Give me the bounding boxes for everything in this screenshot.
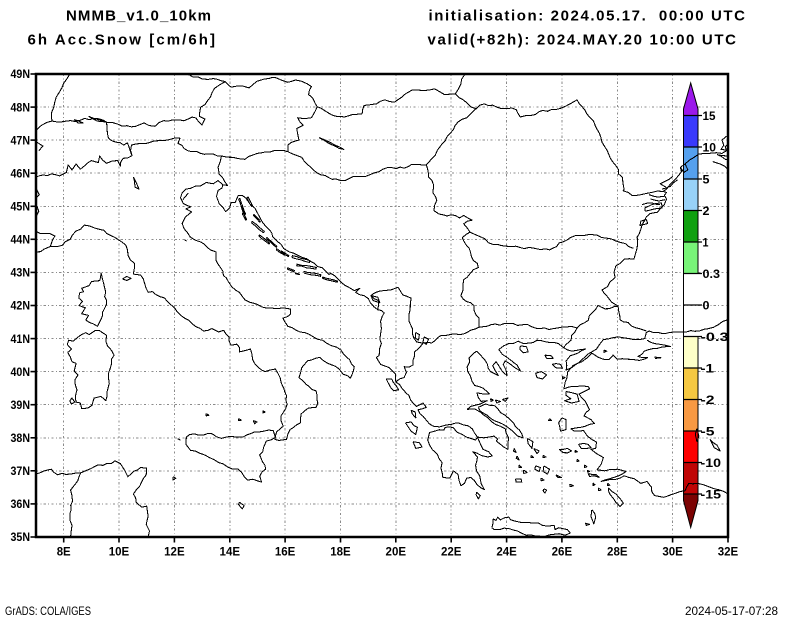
- svg-text:14E: 14E: [220, 545, 241, 559]
- svg-text:42N: 42N: [11, 299, 31, 313]
- svg-text:8E: 8E: [57, 545, 71, 559]
- svg-text:47N: 47N: [11, 133, 31, 147]
- svg-text:-0.3: -0.3: [701, 330, 729, 344]
- svg-text:2: 2: [703, 204, 710, 218]
- svg-text:0: 0: [703, 298, 710, 312]
- svg-text:39N: 39N: [11, 398, 31, 412]
- svg-text:48N: 48N: [11, 100, 31, 114]
- svg-text:36N: 36N: [11, 497, 31, 511]
- svg-text:1: 1: [703, 235, 709, 249]
- svg-text:5: 5: [703, 172, 710, 186]
- svg-text:-15: -15: [701, 487, 722, 501]
- svg-text:45N: 45N: [11, 200, 31, 214]
- svg-text:26E: 26E: [552, 545, 573, 559]
- svg-text:37N: 37N: [11, 464, 31, 478]
- svg-text:30E: 30E: [662, 545, 683, 559]
- svg-text:32E: 32E: [718, 545, 739, 559]
- svg-text:41N: 41N: [11, 332, 31, 346]
- svg-text:initialisation: 2024.05.17. 0: initialisation: 2024.05.17. 00:00 UTC: [429, 8, 746, 25]
- svg-text:GrADS: COLA/IGES: GrADS: COLA/IGES: [5, 606, 91, 618]
- svg-text:18E: 18E: [330, 545, 351, 559]
- svg-text:28E: 28E: [607, 545, 628, 559]
- svg-text:-10: -10: [701, 456, 722, 470]
- svg-text:44N: 44N: [11, 233, 31, 247]
- svg-text:38N: 38N: [11, 431, 31, 445]
- svg-text:49N: 49N: [11, 67, 31, 81]
- svg-text:22E: 22E: [441, 545, 462, 559]
- svg-text:2024-05-17-07:28: 2024-05-17-07:28: [685, 606, 778, 618]
- svg-text:10: 10: [703, 140, 717, 154]
- svg-text:0.3: 0.3: [703, 267, 721, 281]
- svg-text:40N: 40N: [11, 365, 31, 379]
- svg-text:6h Acc.Snow [cm/6h]: 6h Acc.Snow [cm/6h]: [28, 32, 216, 49]
- svg-text:43N: 43N: [11, 266, 31, 280]
- svg-text:24E: 24E: [496, 545, 517, 559]
- svg-text:20E: 20E: [386, 545, 407, 559]
- svg-text:-1: -1: [701, 361, 715, 375]
- svg-text:46N: 46N: [11, 166, 31, 180]
- svg-text:-2: -2: [701, 393, 715, 407]
- svg-text:15: 15: [703, 109, 716, 123]
- svg-text:NMMB_v1.0_10km: NMMB_v1.0_10km: [66, 8, 211, 25]
- svg-text:12E: 12E: [164, 545, 185, 559]
- svg-text:valid(+82h): 2024.MAY.20 10:00: valid(+82h): 2024.MAY.20 10:00 UTC: [428, 32, 737, 49]
- svg-text:16E: 16E: [275, 545, 296, 559]
- svg-text:-5: -5: [701, 424, 715, 438]
- svg-text:10E: 10E: [109, 545, 130, 559]
- svg-text:35N: 35N: [11, 530, 31, 544]
